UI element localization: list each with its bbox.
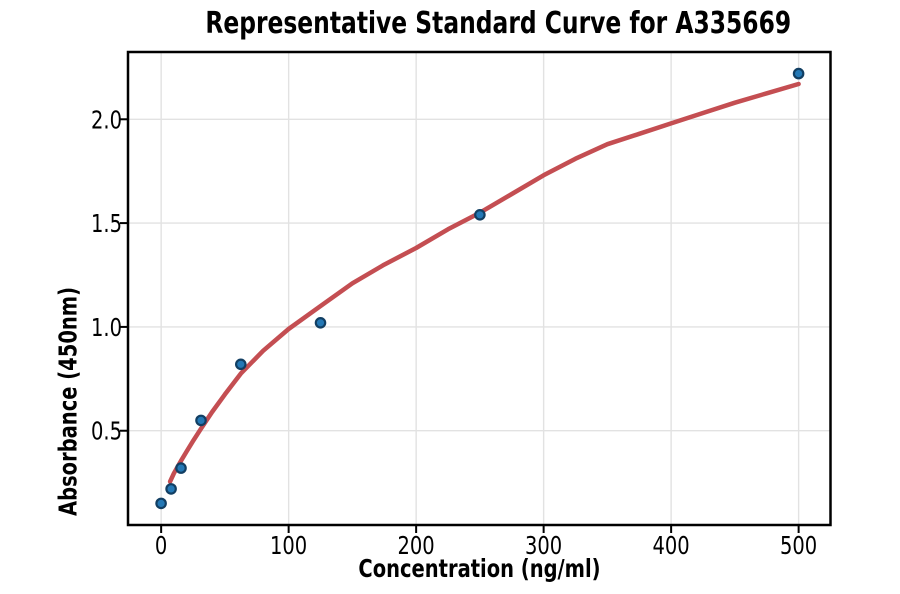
y-tick-label: 1.0 <box>91 314 122 343</box>
data-point <box>314 316 327 329</box>
x-tick-label: 300 <box>525 532 562 561</box>
x-tick-label: 0 <box>155 532 167 561</box>
chart-title: Representative Standard Curve for A33566… <box>205 6 792 41</box>
y-tick-label: 1.5 <box>91 210 122 239</box>
x-axis-label: Concentration (ng/ml) <box>358 554 601 583</box>
data-point <box>195 414 207 427</box>
data-point <box>792 67 805 80</box>
data-point <box>474 209 486 221</box>
x-tick-label: 100 <box>270 532 307 561</box>
y-tick-label: 2.0 <box>91 106 122 135</box>
data-point <box>175 462 187 474</box>
plot-border <box>126 50 832 527</box>
x-tick-label: 200 <box>397 532 434 561</box>
x-tick-label: 500 <box>780 532 817 561</box>
data-point <box>165 483 177 495</box>
data-point <box>235 358 247 371</box>
data-point <box>155 497 167 510</box>
y-axis-label: Absorbance (450nm) <box>53 287 82 516</box>
x-tick-label: 400 <box>652 532 689 561</box>
fit-curve-line <box>167 81 801 484</box>
y-tick-label: 0.5 <box>91 417 122 446</box>
